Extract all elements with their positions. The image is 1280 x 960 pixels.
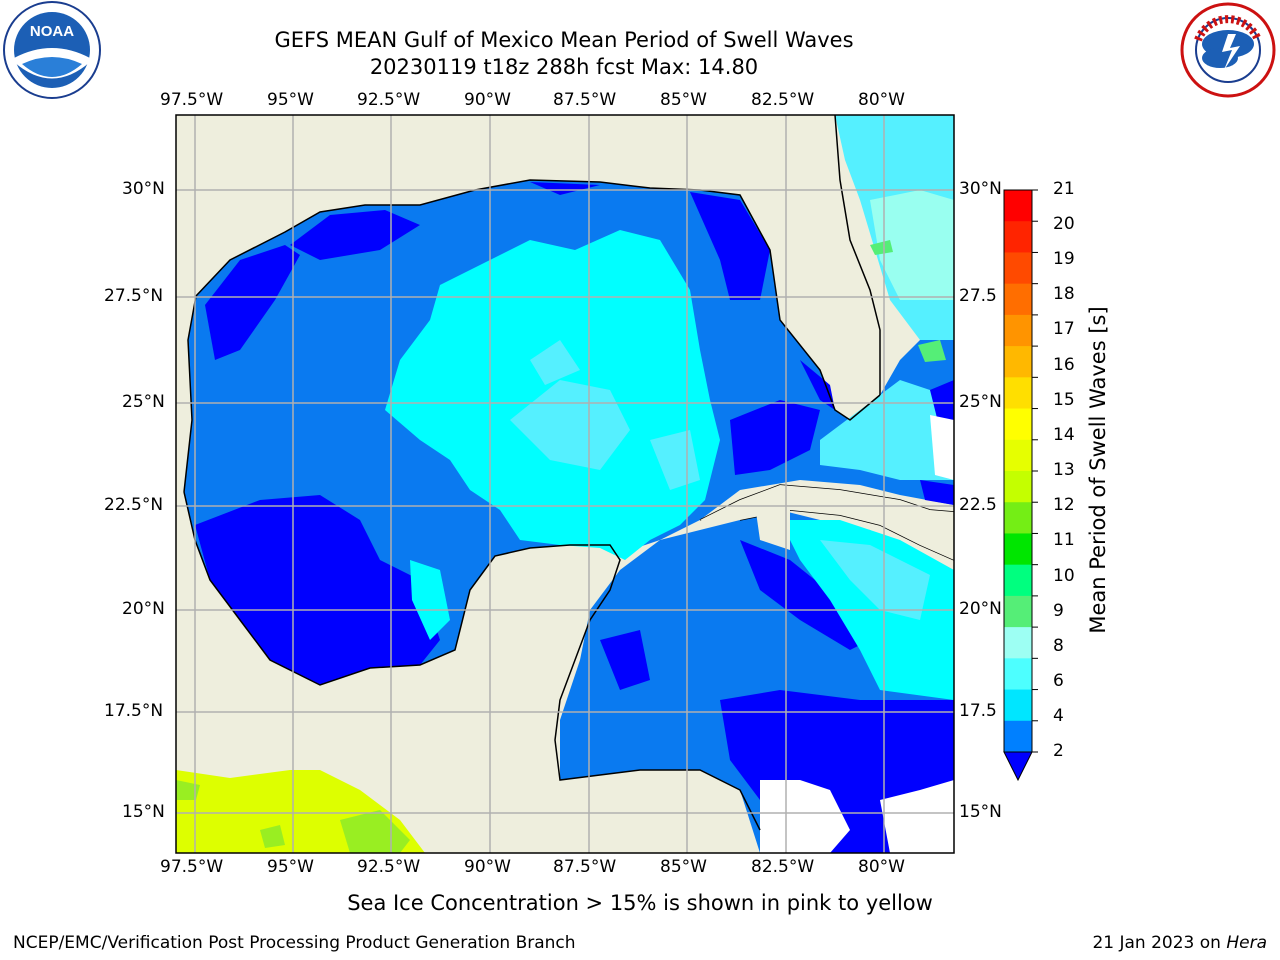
- lat-tick-right: 20°N: [959, 599, 1002, 619]
- lat-tick-left: 20°N: [122, 599, 165, 619]
- footer-credit: NCEP/EMC/Verification Post Processing Pr…: [13, 933, 576, 953]
- lat-tick-right: 25°N: [959, 392, 1002, 412]
- colorbar-tick: 13: [1053, 460, 1075, 480]
- colorbar-tick: 17: [1053, 319, 1075, 339]
- lat-tick-right: 27.5: [959, 286, 997, 306]
- lon-tick-bottom: 95°W: [267, 857, 314, 877]
- lon-tick-top: 82.5°W: [751, 90, 815, 110]
- colorbar-segment: [1004, 377, 1032, 410]
- lon-tick-top: 95°W: [267, 90, 314, 110]
- colorbar-tick: 4: [1053, 706, 1064, 726]
- colorbar-segment: [1004, 533, 1032, 566]
- colorbar-label: Mean Period of Swell Waves [s]: [1086, 306, 1110, 634]
- footer-date: 21 Jan 2023 on Hera: [1092, 933, 1267, 953]
- colorbar-segment: [1004, 471, 1032, 503]
- lon-tick-top: 92.5°W: [357, 90, 421, 110]
- chart-subtitle: 20230119 t18z 288h fcst Max: 14.80: [369, 55, 759, 79]
- lon-tick-bottom: 92.5°W: [357, 857, 421, 877]
- lon-tick-bottom: 87.5°W: [553, 857, 617, 877]
- lat-tick-right: 30°N: [959, 179, 1002, 199]
- gulf-coastline: [183, 179, 881, 493]
- colorbar-segment: [1004, 658, 1032, 691]
- colorbar-segment: [1004, 221, 1032, 253]
- gridlines: [176, 115, 954, 853]
- footer-date-text: 21 Jan 2023 on: [1092, 933, 1227, 953]
- lat-tick-left: 15°N: [122, 802, 165, 822]
- lon-tick-bottom: 82.5°W: [751, 857, 815, 877]
- lon-tick-bottom: 80°W: [858, 857, 905, 877]
- colorbar-segment: [1004, 627, 1032, 659]
- lat-tick-left: 30°N: [122, 179, 165, 199]
- colorbar: [1003, 189, 1038, 782]
- lat-tick-right: 22.5: [959, 495, 997, 515]
- colorbar-segment: [1004, 346, 1032, 378]
- colorbar-segment: [1004, 283, 1032, 316]
- colorbar-tick: 19: [1053, 249, 1075, 269]
- map-frame: [175, 114, 955, 854]
- colorbar-tick: 2: [1053, 741, 1064, 761]
- colorbar-tick: 16: [1053, 355, 1075, 375]
- lon-tick-top: 85°W: [660, 90, 707, 110]
- footer-host: Hera: [1226, 933, 1267, 953]
- colorbar-segment: [1004, 564, 1032, 597]
- lon-tick-bottom: 90°W: [464, 857, 511, 877]
- colorbar-segment: [1004, 408, 1032, 441]
- colorbar-tick: 14: [1053, 425, 1075, 445]
- colorbar-segment: [1004, 314, 1032, 347]
- lat-tick-right: 17.5: [959, 701, 997, 721]
- lon-tick-top: 80°W: [858, 90, 905, 110]
- lon-tick-top: 97.5°W: [160, 90, 224, 110]
- colorbar-tick: 15: [1053, 390, 1075, 410]
- lon-tick-bottom: 97.5°W: [160, 857, 224, 877]
- colorbar-segment: [1004, 689, 1032, 722]
- colorbar-tick: 9: [1053, 601, 1064, 621]
- noaa-logo: NOAA: [3, 1, 101, 99]
- colorbar-extend-arrow: [1003, 751, 1033, 782]
- colorbar-tick: 20: [1053, 214, 1075, 234]
- nws-logo: [1180, 2, 1276, 98]
- colorbar-segment: [1004, 439, 1032, 472]
- lat-tick-right: 15°N: [959, 802, 1002, 822]
- lon-tick-bottom: 85°W: [660, 857, 707, 877]
- lat-tick-left: 25°N: [122, 392, 165, 412]
- lat-tick-left: 27.5°N: [104, 286, 164, 306]
- lon-tick-top: 90°W: [464, 90, 511, 110]
- sea-ice-note: Sea Ice Concentration > 15% is shown in …: [347, 891, 933, 915]
- colorbar-segment: [1004, 252, 1032, 285]
- colorbar-tick: 12: [1053, 495, 1075, 515]
- colorbar-segment: [1004, 502, 1032, 534]
- colorbar-tick: 21: [1053, 179, 1075, 199]
- lat-tick-left: 17.5°N: [104, 701, 164, 721]
- lon-tick-top: 87.5°W: [553, 90, 617, 110]
- colorbar-segment: [1004, 595, 1032, 628]
- colorbar-tick: 8: [1053, 636, 1064, 656]
- colorbar-tick: 10: [1053, 566, 1075, 586]
- colorbar-tick: 11: [1053, 530, 1075, 550]
- colorbar-segment: [1004, 190, 1032, 222]
- lat-tick-left: 22.5°N: [104, 495, 164, 515]
- colorbar-tick: 6: [1053, 671, 1064, 691]
- colorbar-tick: 18: [1053, 284, 1075, 304]
- noaa-logo-text: NOAA: [30, 23, 74, 40]
- colorbar-segment: [1004, 720, 1032, 753]
- chart-title: GEFS MEAN Gulf of Mexico Mean Period of …: [274, 28, 854, 52]
